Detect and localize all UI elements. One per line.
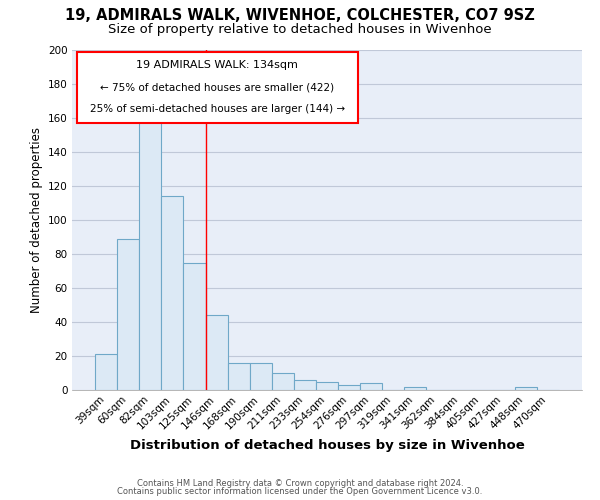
Bar: [250, 363, 272, 390]
Bar: [95, 354, 117, 390]
Text: ← 75% of detached houses are smaller (422): ← 75% of detached houses are smaller (42…: [100, 82, 334, 92]
Bar: [515, 386, 537, 390]
Bar: [316, 382, 338, 390]
Bar: [227, 363, 250, 390]
Text: 25% of semi-detached houses are larger (144) →: 25% of semi-detached houses are larger (…: [90, 104, 345, 115]
Bar: [360, 383, 382, 390]
Text: 19, ADMIRALS WALK, WIVENHOE, COLCHESTER, CO7 9SZ: 19, ADMIRALS WALK, WIVENHOE, COLCHESTER,…: [65, 8, 535, 22]
Bar: [272, 373, 294, 390]
Bar: [139, 108, 161, 390]
Text: 19 ADMIRALS WALK: 134sqm: 19 ADMIRALS WALK: 134sqm: [136, 60, 298, 70]
Bar: [206, 315, 227, 390]
X-axis label: Distribution of detached houses by size in Wivenhoe: Distribution of detached houses by size …: [130, 440, 524, 452]
Y-axis label: Number of detached properties: Number of detached properties: [29, 127, 43, 313]
FancyBboxPatch shape: [77, 52, 358, 123]
Text: Contains public sector information licensed under the Open Government Licence v3: Contains public sector information licen…: [118, 487, 482, 496]
Text: Size of property relative to detached houses in Wivenhoe: Size of property relative to detached ho…: [108, 22, 492, 36]
Text: Contains HM Land Registry data © Crown copyright and database right 2024.: Contains HM Land Registry data © Crown c…: [137, 478, 463, 488]
Bar: [338, 385, 360, 390]
Bar: [184, 262, 206, 390]
Bar: [161, 196, 184, 390]
Bar: [294, 380, 316, 390]
Bar: [404, 386, 427, 390]
Bar: [117, 238, 139, 390]
